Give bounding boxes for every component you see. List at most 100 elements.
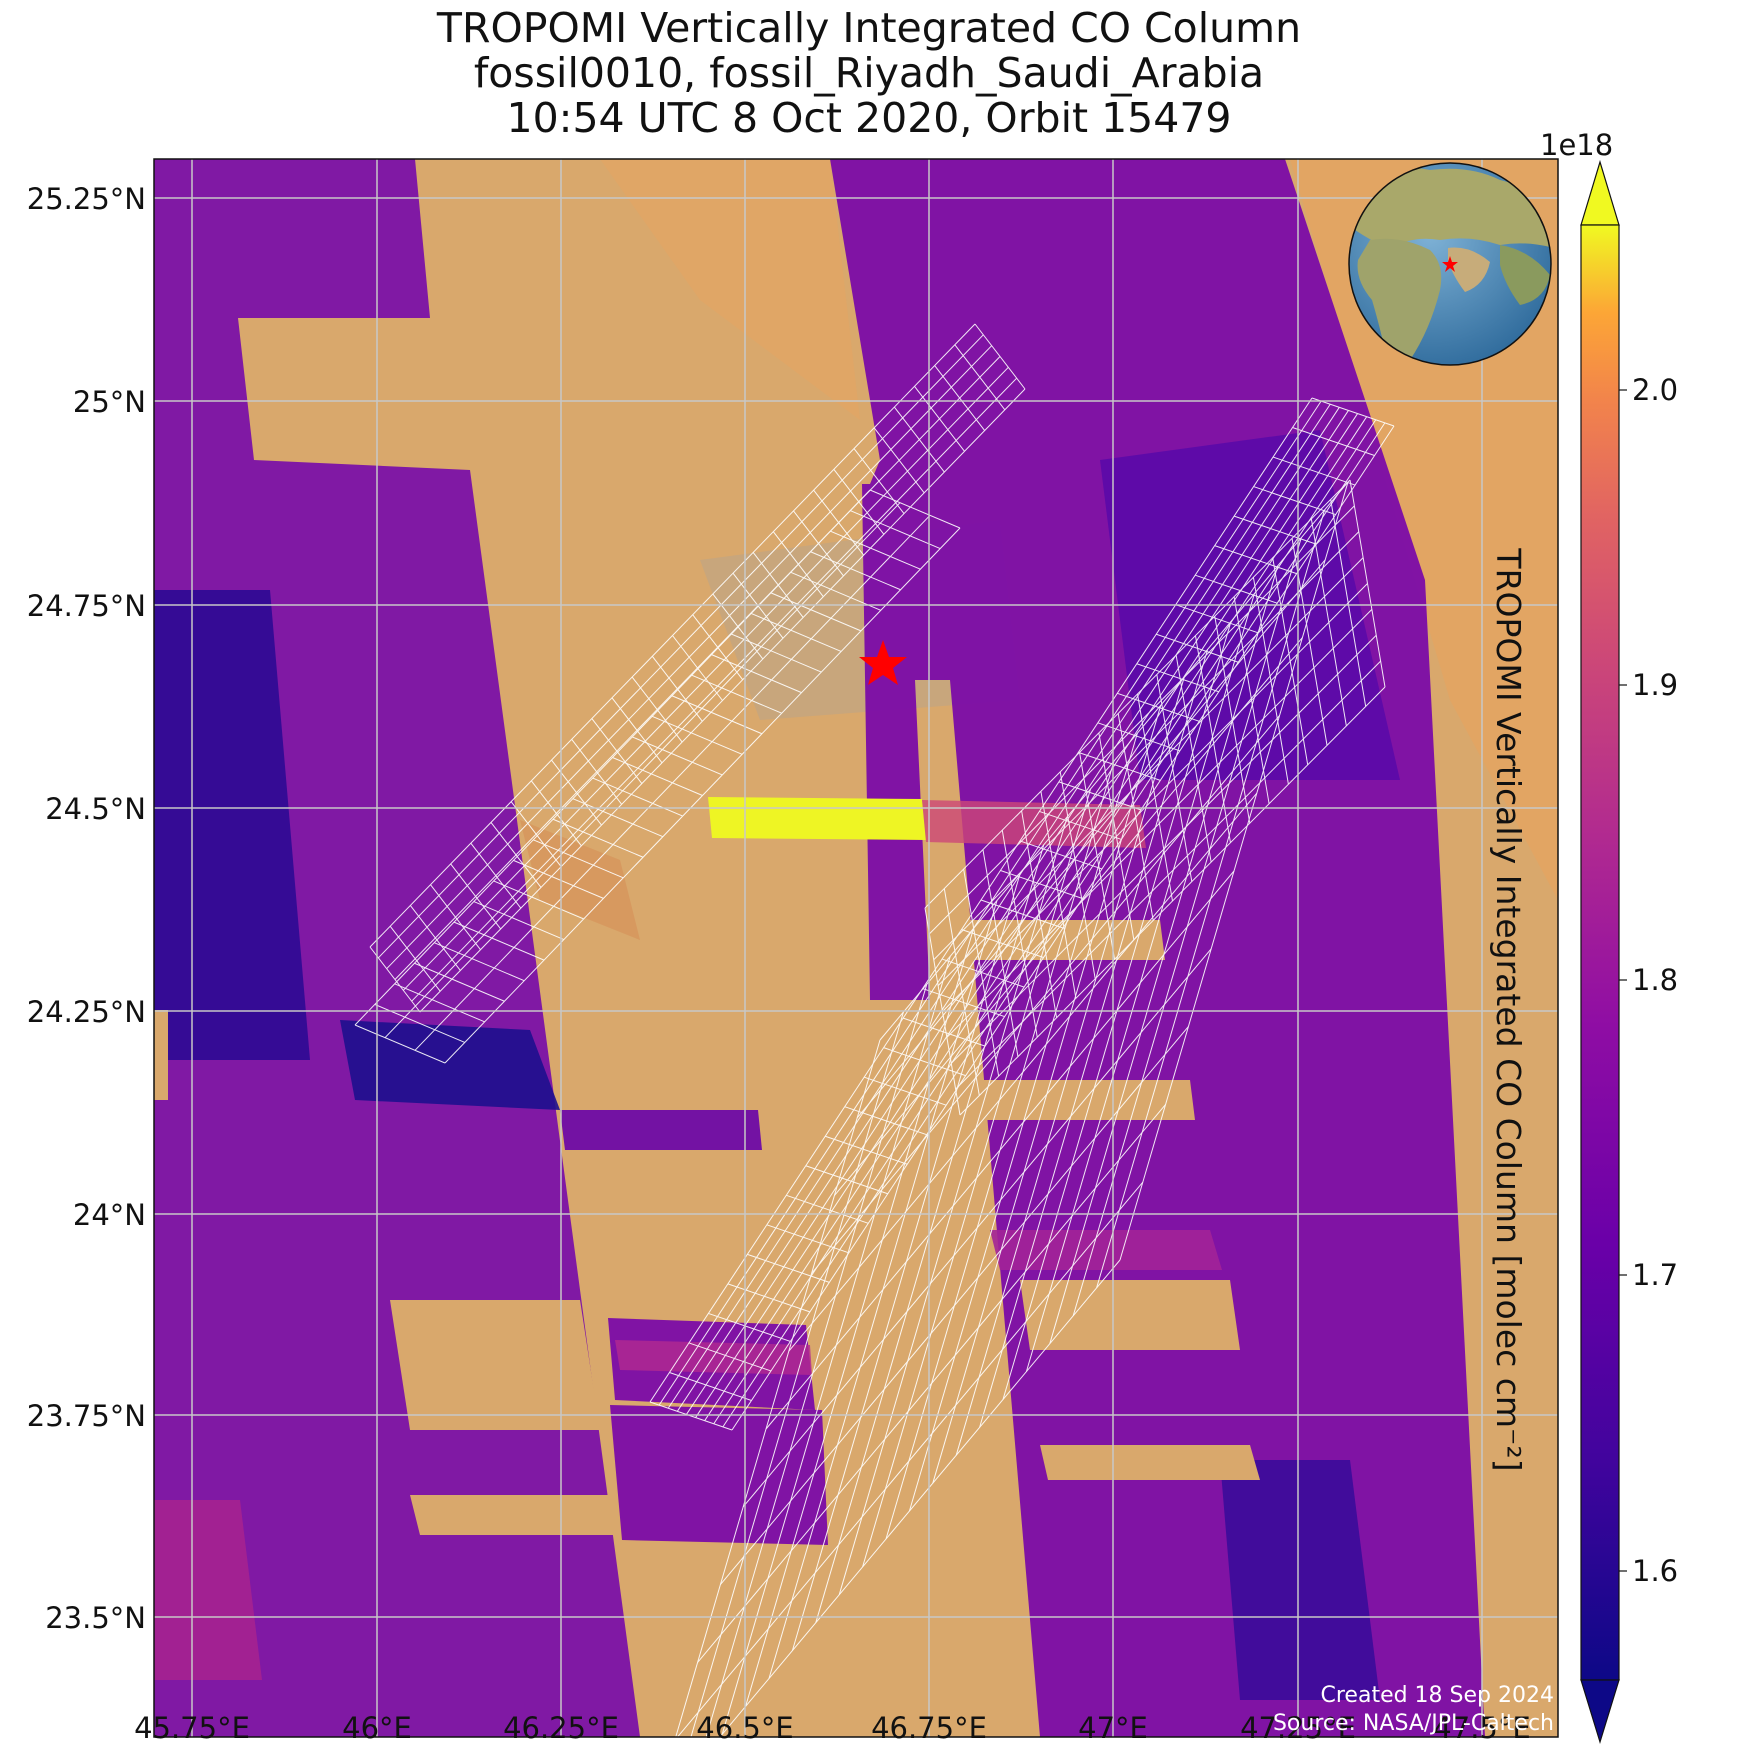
grid-line	[533, 839, 624, 879]
tropomi-isolated-pixels	[560, 1110, 762, 1150]
grid-line	[786, 1194, 869, 1224]
grid-line	[1000, 869, 1083, 899]
tropomi-high-co-strip	[615, 1340, 812, 1375]
grid-line	[790, 571, 881, 611]
lat-label: 25°N	[73, 385, 146, 419]
grid-line	[686, 410, 1349, 1415]
lat-label: 24.75°N	[27, 589, 146, 623]
grid-line	[838, 816, 1068, 1595]
grid-line	[651, 715, 743, 755]
overlay-grid-south	[675, 481, 1349, 1737]
grid-line	[690, 1011, 904, 1737]
grid-line	[1096, 509, 1326, 1289]
tropomi-low-co-patch	[340, 1020, 560, 1110]
grid-line	[552, 818, 644, 858]
map-title-line-3: 10:54 UTC 8 Oct 2020, Orbit 15479	[506, 94, 1232, 142]
lon-label: 47.5°E	[1433, 1711, 1530, 1745]
basemap-sand-north	[600, 159, 860, 420]
grid-line	[612, 757, 703, 796]
grid-line	[885, 760, 1115, 1540]
grid-line	[1058, 781, 1142, 811]
grid-line	[830, 530, 921, 570]
grid-line	[768, 900, 998, 1679]
grid-line	[937, 557, 1364, 986]
grid-line	[942, 583, 1368, 1012]
grid-line	[667, 403, 1331, 1409]
grid-line	[419, 388, 1026, 1013]
grid-line	[979, 649, 1209, 1428]
grid-line	[1233, 515, 1317, 545]
colorbar-tick-label: 1.6	[1632, 1554, 1678, 1588]
colorbar-gradient	[1580, 224, 1620, 1681]
lon-label: 46.75°E	[871, 1711, 987, 1745]
grid-line	[671, 695, 763, 735]
overlay-grid-east	[924, 479, 1386, 1116]
grid-line	[369, 323, 976, 948]
lat-label: 23.75°N	[27, 1399, 146, 1433]
grid-line	[688, 1342, 772, 1372]
grid-line	[1214, 545, 1297, 575]
grid-line	[354, 489, 871, 1026]
grid-line	[883, 1047, 966, 1077]
grid-line	[1195, 574, 1278, 604]
grid-line	[704, 416, 1368, 1421]
grid-line	[632, 736, 723, 776]
tropomi-swath-east-low-2	[1220, 1460, 1380, 1700]
grid-line	[411, 377, 1018, 1002]
grid-line	[384, 502, 901, 1039]
grid-line	[444, 527, 961, 1064]
graticule	[154, 159, 1558, 1737]
globe-target-star	[1442, 256, 1458, 272]
grid-line	[1025, 593, 1255, 1372]
grid-line	[1292, 427, 1375, 457]
tropomi-low-co-west	[154, 590, 310, 1060]
grid-line	[676, 407, 1340, 1412]
grid-line	[815, 844, 1045, 1623]
basemap-gap	[154, 1010, 168, 1100]
lon-label: 47.25°E	[1240, 1711, 1356, 1745]
colorbar: 1.6 1.7 1.8 1.9 2.0	[1580, 159, 1678, 1745]
grid-line	[1072, 537, 1302, 1316]
grid-line	[929, 505, 1355, 935]
grid-line	[805, 1165, 888, 1195]
basemap-gap-east-2	[960, 1080, 1195, 1120]
grid-line	[721, 956, 951, 1735]
tropomi-south-block-2	[610, 1405, 828, 1545]
grid-line	[924, 479, 1351, 909]
grid-line	[402, 366, 1009, 991]
lon-label: 46.5°E	[696, 1711, 793, 1745]
tropomi-high-co-bar	[990, 1230, 1222, 1270]
grid-line	[941, 958, 1025, 988]
target-star-marker	[859, 640, 907, 685]
basemap-gap-2	[390, 1300, 600, 1430]
grid-line	[1272, 456, 1356, 486]
grid-line	[864, 1076, 947, 1106]
lon-label: 46.25°E	[503, 1711, 619, 1745]
grid-line	[1311, 397, 1395, 427]
map-title-line-2: fossil0010, fossil_Riyadh_Saudi_Arabia	[473, 49, 1265, 97]
globe-outline	[1348, 162, 1552, 366]
lat-axis-labels: 25.25°N 25°N 24.75°N 24.5°N 24.25°N 24°N…	[27, 182, 146, 1635]
grid-line	[1253, 486, 1336, 516]
lat-label: 23.5°N	[45, 1601, 146, 1635]
model-grid-overlays	[354, 323, 1395, 1737]
grid-line	[649, 1401, 733, 1431]
grid-line	[810, 551, 901, 591]
colorbar-exponent: 1e18	[1540, 128, 1614, 162]
grid-line	[825, 1135, 908, 1165]
inset-globe	[1348, 162, 1552, 366]
grid-line	[745, 928, 975, 1707]
grid-line	[869, 489, 961, 529]
grid-line	[434, 942, 525, 982]
grid-line	[649, 397, 1313, 1403]
map-frame	[153, 158, 1559, 1738]
lon-label: 46°E	[342, 1711, 412, 1745]
map-plot-area	[154, 159, 1558, 1737]
grid-line	[770, 592, 862, 632]
grid-line	[750, 613, 842, 652]
grid-line	[711, 654, 802, 694]
grid-line	[1097, 722, 1180, 752]
grid-line	[932, 705, 1162, 1484]
grid-line	[980, 899, 1064, 929]
